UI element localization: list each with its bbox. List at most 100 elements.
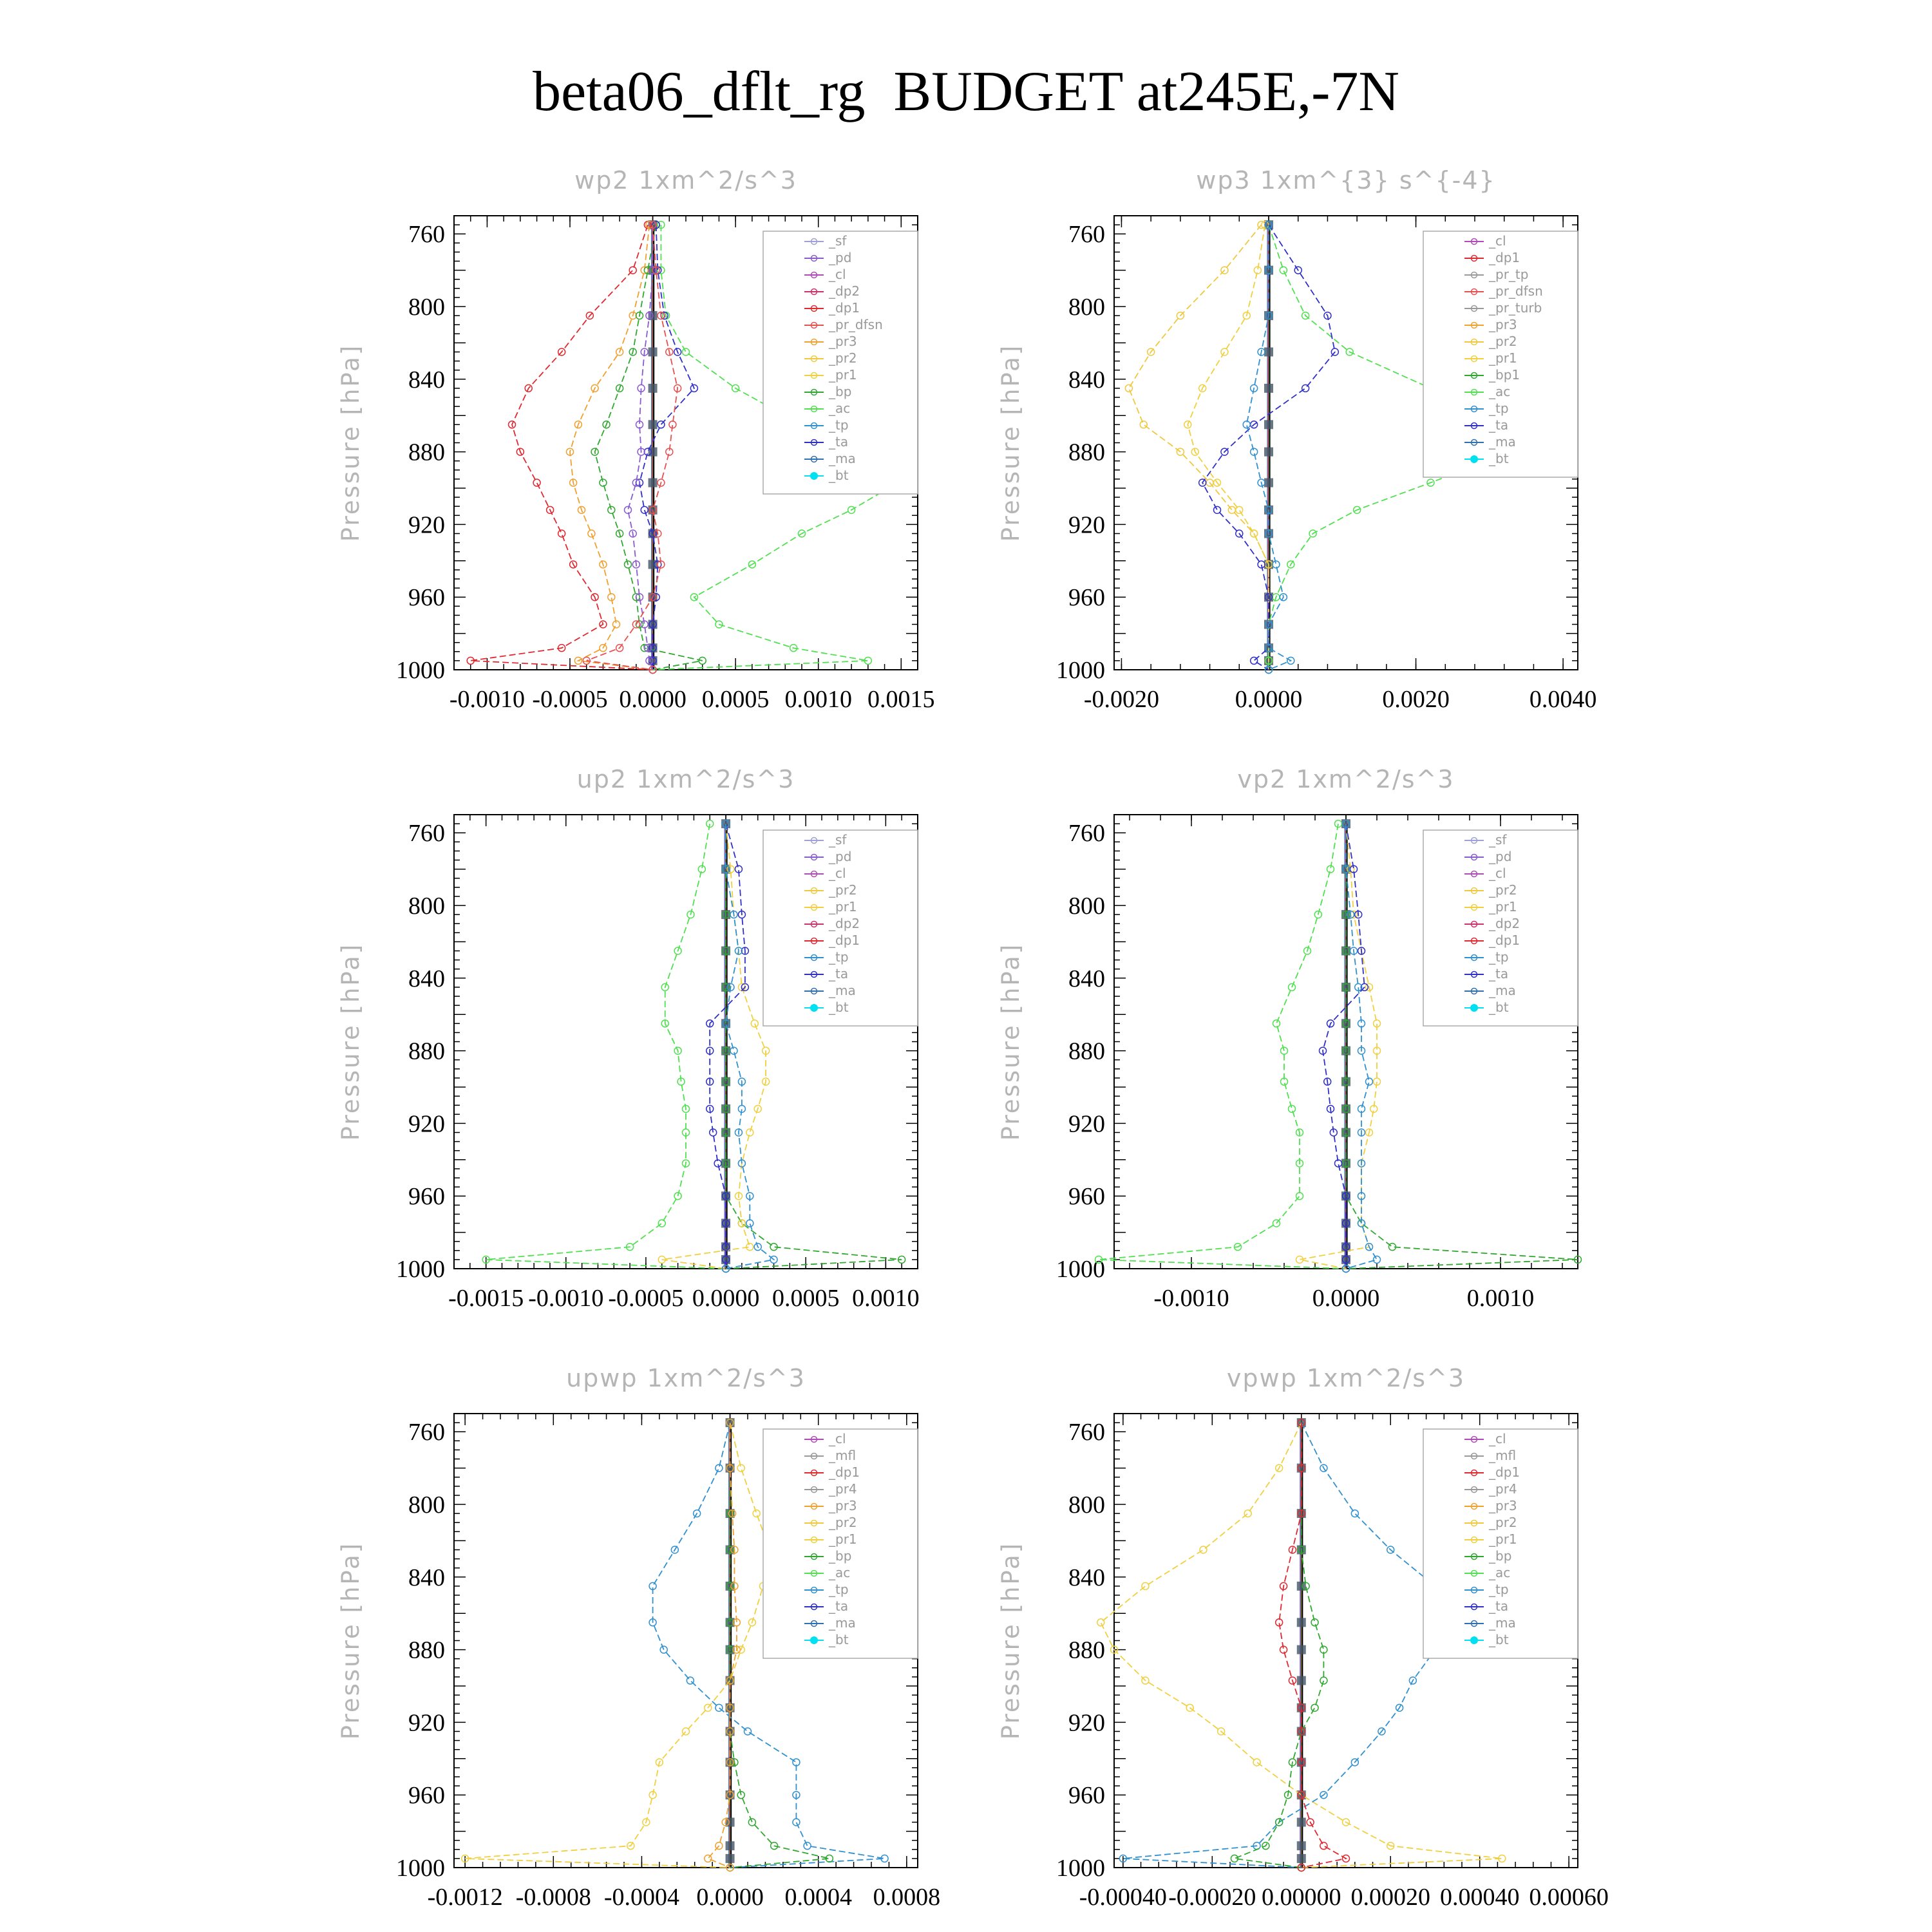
data-point-tp xyxy=(1320,1790,1328,1799)
panel-title: upwp 1xm^2/s^3 xyxy=(566,1364,806,1392)
y-tick-label: 880 xyxy=(1068,1038,1105,1065)
y-axis-label: Pressure [hPa] xyxy=(997,1542,1025,1739)
data-point-bp xyxy=(721,1159,730,1168)
legend-label: _dp2 xyxy=(1488,916,1520,931)
legend-marker xyxy=(810,1569,818,1577)
data-point-ta xyxy=(1354,910,1363,919)
data-point-pr1 xyxy=(1498,1854,1506,1863)
legend-marker xyxy=(810,954,818,961)
y-tick-label: 960 xyxy=(408,584,445,611)
legend-label: _ma xyxy=(1488,983,1516,998)
data-point-pr_dfsn xyxy=(673,384,682,393)
legend-label: _bt xyxy=(828,1632,849,1647)
data-point-ta xyxy=(1323,1077,1332,1086)
data-point-tp xyxy=(1279,592,1288,601)
chart-panel-5: upwp 1xm^2/s^3 Pressure [hPa] 760 800 840 880… xyxy=(337,1364,940,1911)
legend-marker xyxy=(1470,987,1478,995)
data-point-bp xyxy=(897,1255,906,1264)
data-point-pr1 xyxy=(655,1758,664,1766)
data-point-dp1 xyxy=(507,421,516,429)
data-point-pr1 xyxy=(750,1019,759,1028)
y-tick-label: 920 xyxy=(408,511,445,538)
data-point-pr2 xyxy=(1227,506,1236,515)
x-tick-label: 0.0010 xyxy=(784,686,852,713)
x-tick-label: 0.0010 xyxy=(1467,1285,1535,1312)
legend-marker xyxy=(1470,1502,1478,1510)
data-point-pr1 xyxy=(761,1046,770,1055)
data-point-ta xyxy=(635,478,644,487)
data-point-tp xyxy=(1264,529,1273,538)
data-point-ac xyxy=(681,1159,690,1168)
legend-marker xyxy=(810,1469,818,1477)
legend-marker xyxy=(810,254,818,262)
x-tick-label: 0.0000 xyxy=(692,1285,760,1312)
x-tick-label: 0.0000 xyxy=(1312,1285,1380,1312)
data-point-tp xyxy=(1257,348,1265,356)
legend-marker xyxy=(810,372,818,379)
data-point-pr2 xyxy=(1146,348,1155,356)
legend-marker xyxy=(810,987,818,995)
legend-box xyxy=(762,1428,918,1659)
legend-label: _ta xyxy=(828,966,848,981)
legend-marker xyxy=(1470,937,1478,945)
legend-marker xyxy=(1470,254,1478,262)
data-point-pr1 xyxy=(1244,1509,1252,1518)
x-tick-label: 0.0005 xyxy=(702,686,770,713)
data-point-bp xyxy=(591,448,599,456)
y-tick-label: 800 xyxy=(408,1492,445,1519)
data-point-pr1 xyxy=(1365,1128,1374,1137)
data-point-tp xyxy=(737,1159,746,1168)
data-point-dp1 xyxy=(466,656,475,665)
data-point-dp1 xyxy=(1274,1618,1283,1627)
data-point-tp xyxy=(1354,983,1363,992)
legend-marker xyxy=(810,1536,818,1544)
y-tick-label: 800 xyxy=(408,294,445,321)
y-tick-label: 840 xyxy=(408,1564,445,1591)
data-point-bp xyxy=(1341,1104,1350,1113)
data-point-tp xyxy=(770,1255,778,1264)
data-point-pd xyxy=(623,506,632,515)
legend-marker xyxy=(810,238,818,245)
data-point-dp1 xyxy=(1297,1727,1306,1736)
data-point-ac xyxy=(1295,1191,1304,1200)
data-point-pr1 xyxy=(737,1645,745,1654)
data-point-ac xyxy=(658,1219,667,1227)
series-line-ta xyxy=(1322,823,1365,1269)
legend-marker xyxy=(1470,422,1478,430)
legend-marker xyxy=(810,937,818,945)
data-point-bp xyxy=(1341,1128,1350,1137)
data-point-dp1 xyxy=(569,560,578,569)
y-tick-label: 1000 xyxy=(396,1256,445,1283)
legend-marker xyxy=(810,971,818,978)
legend-label: _ma xyxy=(1488,434,1516,450)
data-point-ta xyxy=(1249,656,1258,665)
data-point-pr1 xyxy=(1096,1618,1105,1627)
data-point-ac xyxy=(1280,1046,1289,1055)
data-point-pd xyxy=(649,266,657,274)
data-point-tp xyxy=(1242,421,1251,429)
legend-marker xyxy=(810,1636,818,1644)
data-point-pr1 xyxy=(1198,384,1207,393)
x-tick-label: 0.00020 xyxy=(1350,1884,1430,1911)
x-tick-label: -0.0015 xyxy=(448,1285,524,1312)
data-point-ac xyxy=(690,592,699,601)
data-point-pr_dfsn xyxy=(657,311,665,320)
series-line-pd xyxy=(627,225,654,670)
data-point-pd xyxy=(632,478,641,487)
data-point-pr3 xyxy=(726,1676,734,1685)
data-point-ta xyxy=(1349,865,1358,873)
near-zero-term-marker xyxy=(648,347,658,357)
legend-label: _sf xyxy=(828,233,847,249)
legend-label: _pr4 xyxy=(828,1481,857,1497)
data-point-pr_dfsn xyxy=(649,220,657,229)
data-point-pr3 xyxy=(726,1464,734,1472)
y-tick-label: 1000 xyxy=(396,657,445,684)
legend-label: _ac xyxy=(828,401,850,416)
x-tick-label: -0.0010 xyxy=(1153,1285,1229,1312)
data-point-tp xyxy=(726,983,735,992)
data-point-ac xyxy=(1326,865,1335,873)
data-point-pr3 xyxy=(607,592,616,601)
series-line-tp xyxy=(1345,824,1378,1269)
y-tick-label: 1000 xyxy=(1056,1256,1105,1283)
data-point-dp1 xyxy=(1297,1464,1306,1472)
